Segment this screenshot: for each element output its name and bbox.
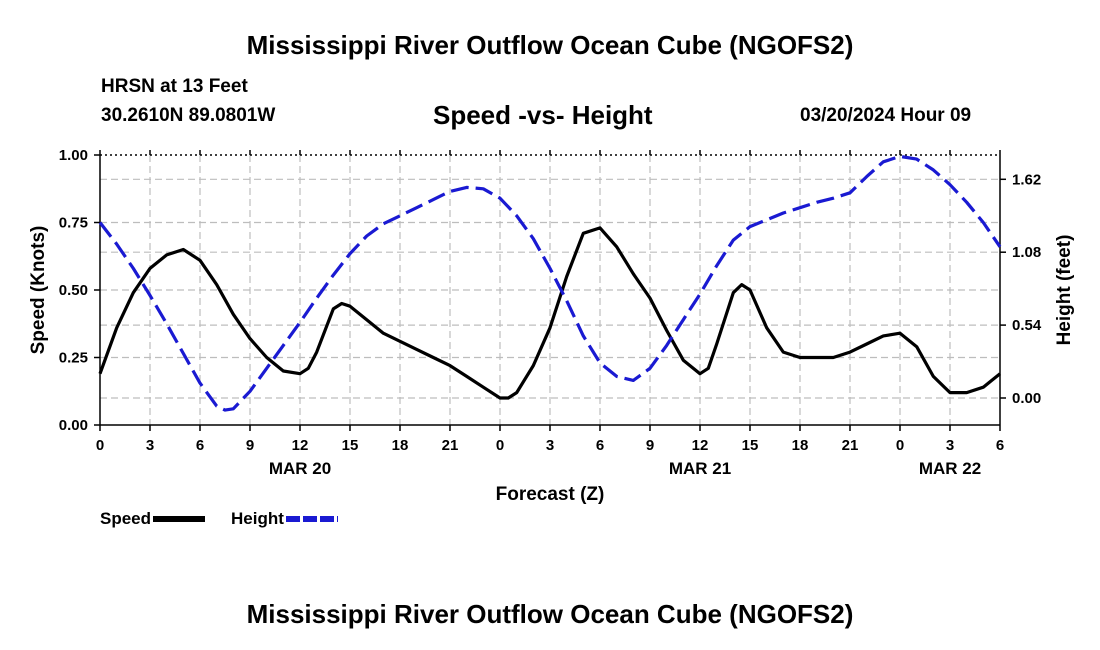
x-tick-label: 9 — [246, 437, 254, 454]
y2-tick-label: 1.08 — [1012, 244, 1041, 261]
x-tick-label: 6 — [996, 437, 1004, 454]
x-tick-label: 3 — [546, 437, 554, 454]
x-tick-label: 3 — [146, 437, 154, 454]
x-tick-label: 15 — [742, 437, 759, 454]
x-tick-label: 21 — [842, 437, 859, 454]
legend-height: Height — [231, 509, 338, 529]
y-tick-label: 0.75 — [59, 215, 88, 232]
y-axis-title: Speed (Knots) — [28, 226, 49, 355]
legend-height-swatch — [285, 516, 338, 522]
y2-tick-label: 0.54 — [1012, 317, 1042, 334]
y-tick-label: 0.00 — [59, 417, 88, 434]
series-line-height — [98, 154, 1002, 412]
legend-speed: Speed — [100, 509, 206, 529]
y2-axis-title: Height (feet) — [1054, 235, 1075, 346]
legend-speed-label: Speed — [100, 509, 152, 528]
x-tick-label: 6 — [196, 437, 204, 454]
x-tick-label: 9 — [646, 437, 654, 454]
date-label: MAR 21 — [669, 459, 731, 478]
y2-tick-label: 1.62 — [1012, 171, 1041, 188]
x-tick-label: 0 — [96, 437, 104, 454]
x-tick-label: 18 — [392, 437, 409, 454]
forecast-datetime: 03/20/2024 Hour 09 — [800, 105, 972, 126]
date-label: MAR 22 — [919, 459, 981, 478]
date-label: MAR 20 — [269, 459, 331, 478]
series-line-speed — [98, 226, 1002, 400]
x-axis-title: Forecast (Z) — [496, 484, 605, 505]
x-tick-label: 15 — [342, 437, 359, 454]
x-tick-label: 12 — [292, 437, 309, 454]
y-tick-label: 1.00 — [59, 147, 88, 164]
x-tick-label: 0 — [896, 437, 904, 454]
x-tick-label: 6 — [596, 437, 604, 454]
footer-title: Mississippi River Outflow Ocean Cube (NG… — [246, 599, 854, 629]
x-tick-label: 12 — [692, 437, 709, 454]
x-tick-label: 21 — [442, 437, 459, 454]
legend-height-label: Height — [231, 509, 284, 528]
station-coordinates: 30.2610N 89.0801W — [101, 105, 276, 126]
chart-subtitle: Speed -vs- Height — [433, 100, 653, 130]
x-tick-label: 0 — [496, 437, 504, 454]
chart-title: Mississippi River Outflow Ocean Cube (NG… — [246, 30, 854, 60]
station-label: HRSN at 13 Feet — [101, 76, 248, 97]
x-tick-label: 18 — [792, 437, 809, 454]
legend-speed-swatch — [153, 516, 206, 522]
x-tick-label: 3 — [946, 437, 954, 454]
y2-tick-label: 0.00 — [1012, 390, 1041, 407]
y-tick-label: 0.25 — [59, 350, 88, 367]
y-tick-label: 0.50 — [59, 282, 88, 299]
